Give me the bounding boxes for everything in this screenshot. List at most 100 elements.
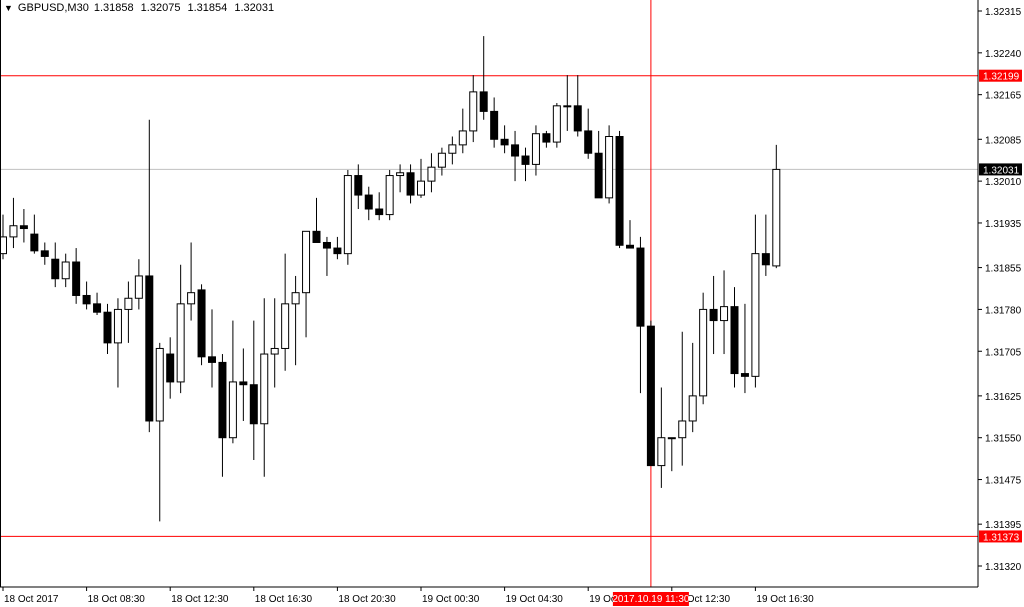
candle-bull[interactable] [61, 261, 70, 280]
candle-bull[interactable] [270, 347, 279, 355]
candle-bear[interactable] [490, 110, 499, 140]
candle-bear[interactable] [636, 247, 645, 327]
candle-bear[interactable] [573, 105, 582, 132]
open-value: 1.31858 [93, 2, 134, 14]
candle-bull[interactable] [772, 168, 781, 267]
candle-bear[interactable] [322, 241, 331, 249]
candle-bear[interactable] [249, 384, 258, 425]
candle-bear[interactable] [730, 306, 739, 375]
candle-bear[interactable] [500, 138, 509, 146]
candle-bull[interactable] [751, 253, 760, 377]
candle-bear[interactable] [239, 381, 248, 386]
candle-bear[interactable] [72, 261, 81, 296]
price-tag-label: 1.31373 [983, 532, 1020, 543]
candle-bull[interactable] [720, 306, 729, 322]
candle-bear[interactable] [626, 244, 634, 249]
x-tick-label: 19 Oct 00:30 [422, 594, 480, 605]
candle-bull[interactable] [176, 303, 185, 383]
candle-bull[interactable] [134, 275, 143, 299]
candle-bear[interactable] [594, 152, 603, 199]
dropdown-triangle-icon[interactable]: ▼ [4, 3, 13, 13]
candle-bull[interactable] [427, 166, 436, 182]
candle-bull[interactable] [291, 292, 300, 305]
close-value: 1.32031 [234, 2, 275, 14]
candle-bear[interactable] [479, 91, 488, 112]
candle-bear[interactable] [511, 144, 520, 157]
candle-bull[interactable] [417, 180, 425, 196]
crosshair-time-label: 2017.10.19 11:30 [612, 594, 690, 605]
candle-bear[interactable] [406, 172, 415, 196]
low-value: 1.31854 [187, 2, 228, 14]
candle-bull[interactable] [228, 381, 237, 439]
candle-bear[interactable] [761, 253, 770, 266]
candle-bull[interactable] [302, 230, 311, 294]
candle-bear[interactable] [30, 233, 39, 252]
x-tick-label: 18 Oct 08:30 [88, 594, 146, 605]
candle-bear[interactable] [542, 133, 551, 143]
x-tick-label: 18 Oct 2017 [4, 594, 59, 605]
candle-bear[interactable] [364, 194, 373, 210]
candle-bear[interactable] [103, 311, 112, 344]
candle-bear[interactable] [646, 325, 655, 467]
candle-bull[interactable] [9, 225, 18, 238]
y-tick-label: 1.31855 [985, 264, 1022, 275]
candle-bull[interactable] [678, 420, 687, 439]
candle-bear[interactable] [375, 208, 384, 216]
candle-bear[interactable] [82, 294, 91, 305]
candle-bull[interactable] [385, 175, 394, 216]
candle-bull[interactable] [448, 144, 457, 154]
candle-bull[interactable] [563, 105, 572, 108]
candle-bull[interactable] [0, 236, 7, 255]
candle-bear[interactable] [218, 361, 227, 439]
candle-bear[interactable] [40, 250, 49, 257]
high-value: 1.32075 [140, 2, 181, 14]
symbol-label: GBPUSD,M30 [17, 2, 89, 14]
candle-bull[interactable] [343, 175, 352, 255]
candle-bull[interactable] [260, 353, 269, 425]
candle-bull[interactable] [657, 437, 666, 467]
candle-bull[interactable] [552, 105, 561, 143]
x-tick-label: 19 Oct 04:30 [506, 594, 564, 605]
y-tick-label: 1.32315 [985, 7, 1022, 18]
candle-bear[interactable] [145, 275, 154, 422]
x-tick-label: 18 Oct 20:30 [338, 594, 396, 605]
candle-bull[interactable] [281, 303, 290, 349]
candle-bull[interactable] [124, 297, 133, 310]
candle-bear[interactable] [208, 356, 216, 363]
x-tick-label: 19 Oct 16:30 [756, 594, 814, 605]
candle-bear[interactable] [615, 136, 624, 246]
candle-bear[interactable] [197, 289, 206, 358]
candle-bull[interactable] [458, 130, 467, 146]
candle-bear[interactable] [19, 225, 28, 230]
y-tick-label: 1.32165 [985, 91, 1022, 102]
candle-bull[interactable] [155, 347, 164, 422]
candle-bear[interactable] [333, 247, 342, 255]
y-tick-label: 1.32240 [985, 49, 1022, 60]
candle-bull[interactable] [605, 136, 614, 199]
candle-bear[interactable] [93, 303, 102, 313]
candle-bull[interactable] [187, 292, 196, 305]
y-tick-label: 1.31395 [985, 520, 1022, 531]
candle-bear[interactable] [166, 353, 175, 383]
candle-bear[interactable] [740, 373, 749, 377]
candle-bull[interactable] [437, 152, 446, 168]
candle-bull[interactable] [469, 91, 478, 132]
candle-bear[interactable] [51, 258, 60, 280]
y-tick-label: 1.31780 [985, 305, 1022, 316]
y-tick-label: 1.31705 [985, 347, 1022, 358]
candle-bull[interactable] [688, 395, 697, 422]
candle-bear[interactable] [312, 230, 321, 243]
y-tick-label: 1.31550 [985, 434, 1022, 445]
candle-bull[interactable] [113, 308, 122, 344]
candle-bull[interactable] [396, 172, 405, 177]
candle-bull[interactable] [699, 308, 708, 397]
candle-bear[interactable] [521, 155, 530, 165]
price-tag-label: 1.32031 [983, 165, 1020, 176]
candle-bear[interactable] [354, 175, 363, 196]
candle-bull[interactable] [667, 437, 676, 440]
price-tag [979, 69, 1022, 82]
candle-bear[interactable] [709, 308, 718, 322]
candle-bear[interactable] [584, 130, 593, 154]
candle-bull[interactable] [531, 133, 540, 165]
